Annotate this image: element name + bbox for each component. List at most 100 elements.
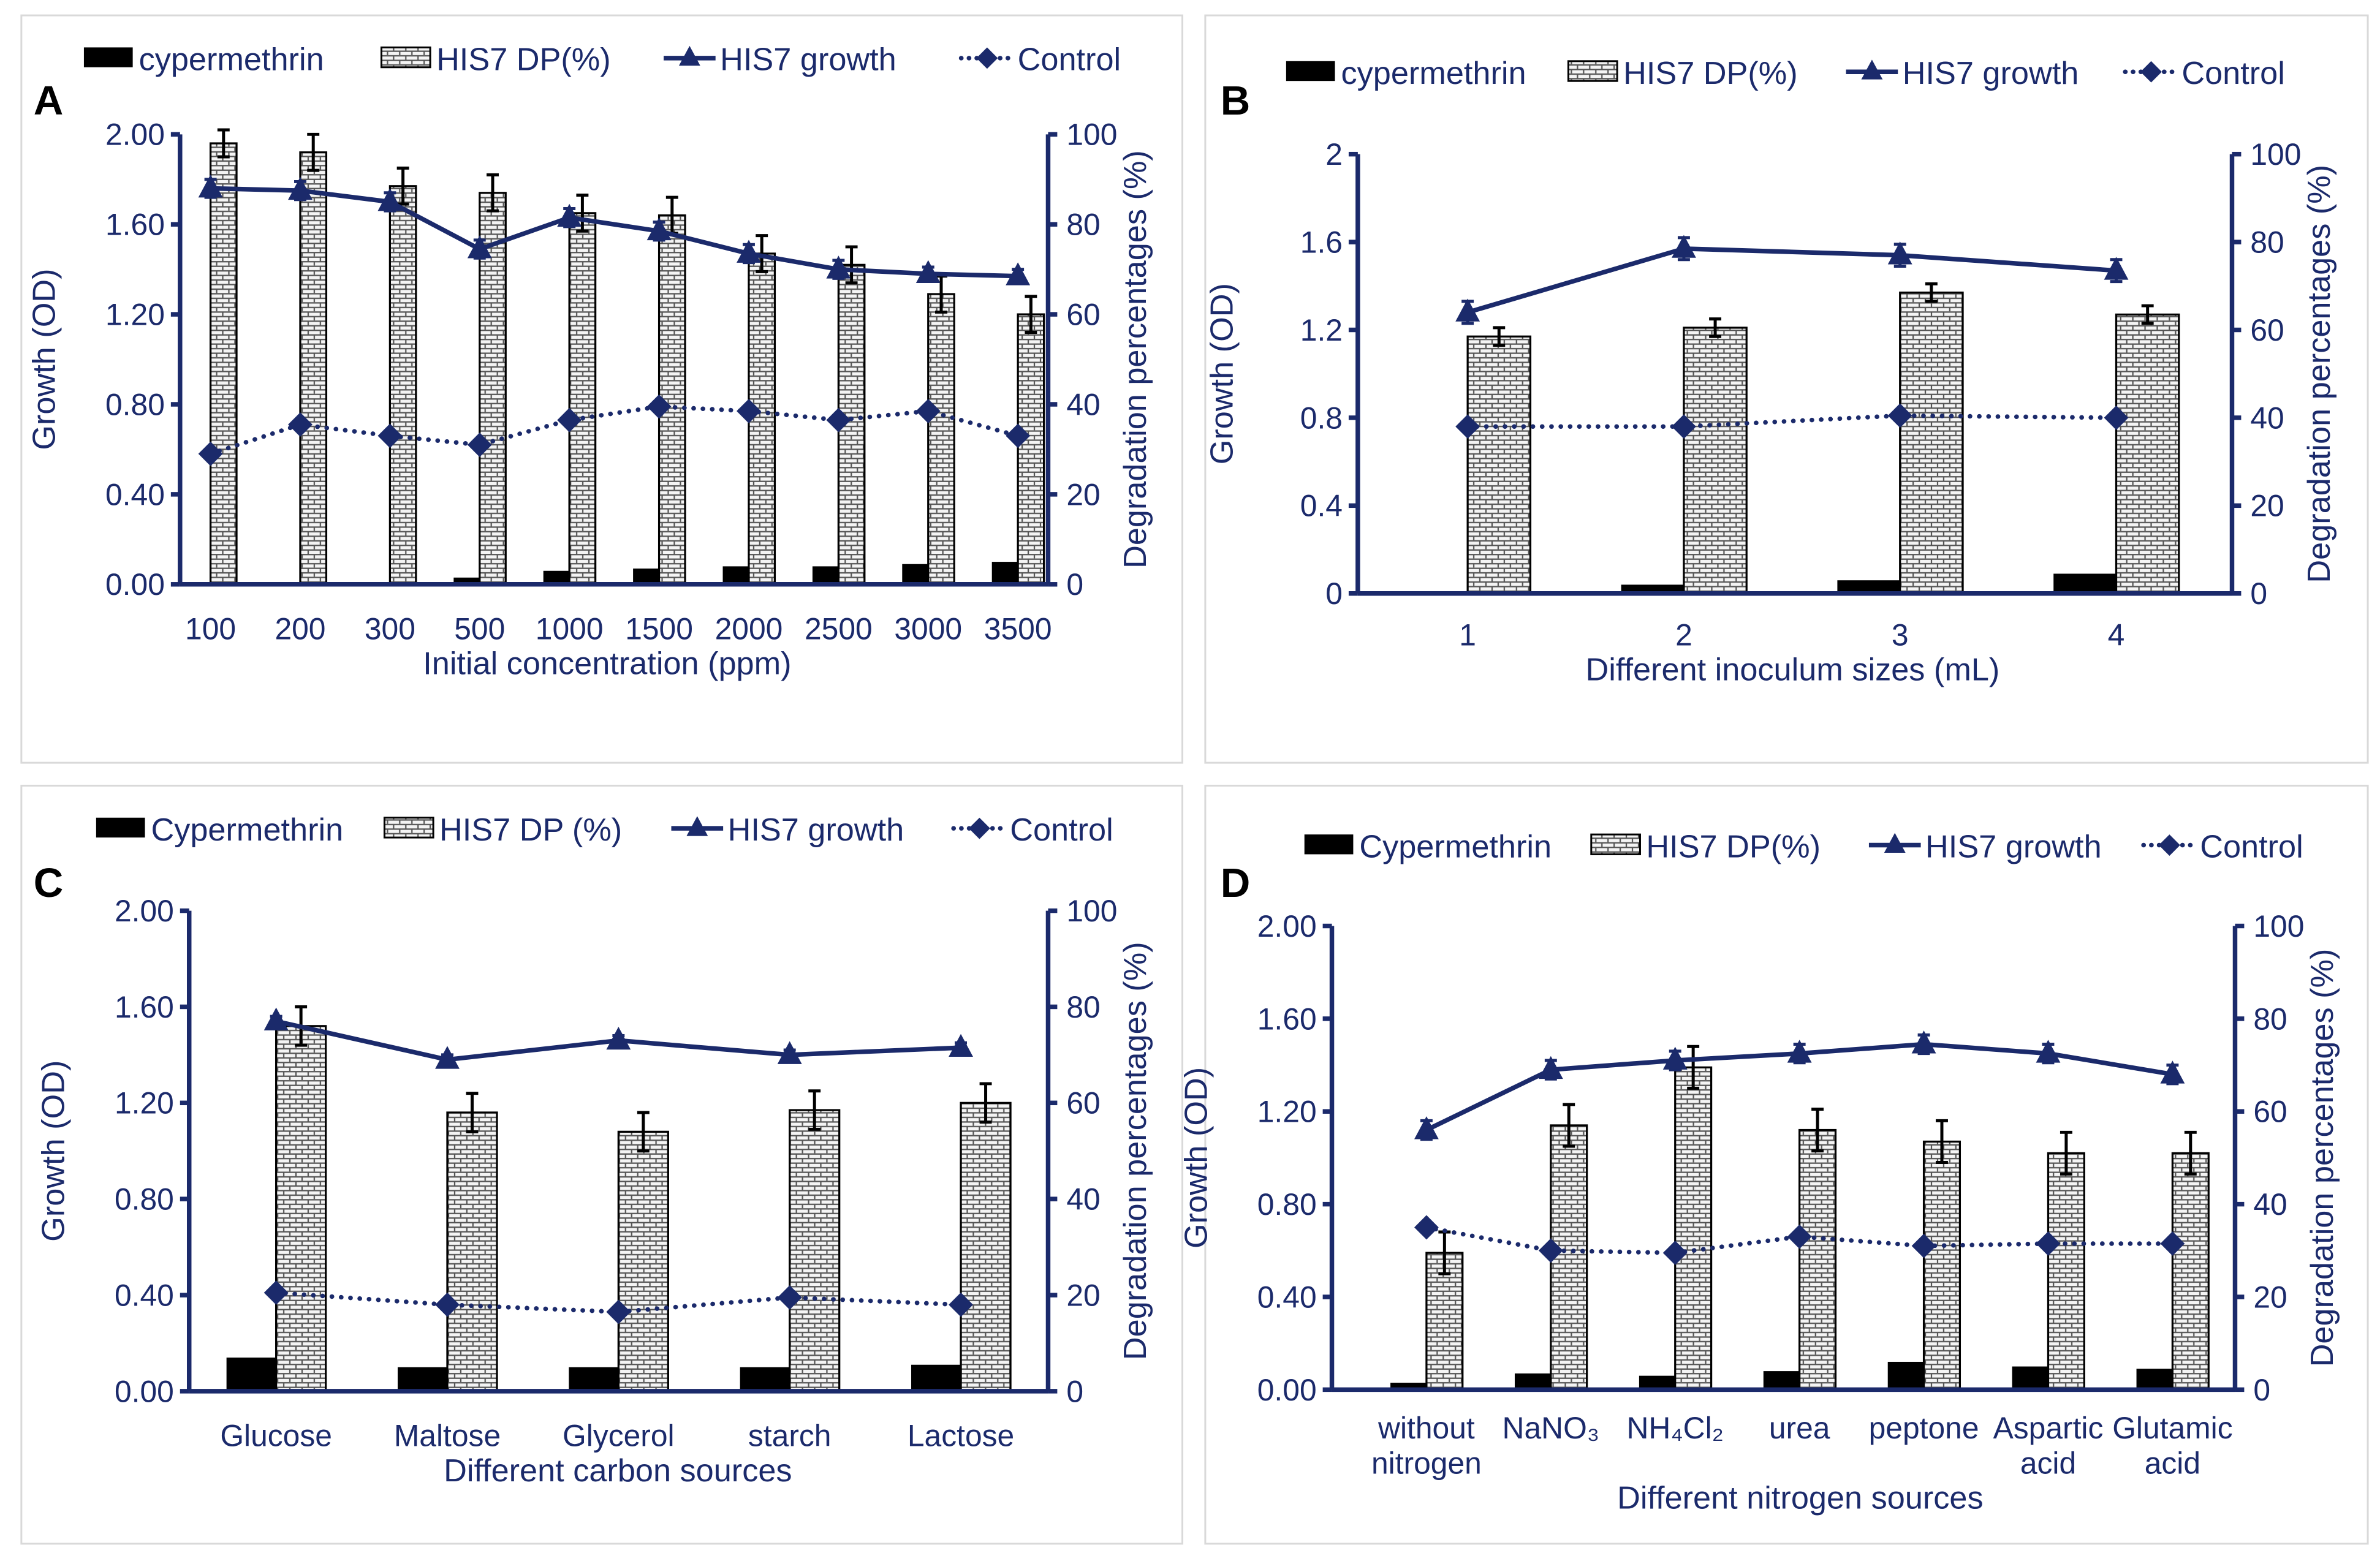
point-growth [2036, 1040, 2061, 1063]
triangle-marker-icon [686, 816, 708, 836]
legend-swatch-dp [383, 817, 434, 839]
bar-dp [209, 142, 238, 586]
x-tick-label: Glucose [220, 1418, 332, 1453]
bar-dp [1798, 1128, 1837, 1391]
x-tick-label: NH₄Cl₂ [1626, 1411, 1724, 1445]
legend-label-control: Control [1010, 812, 1113, 848]
legend-swatch-cypermethrin [96, 817, 145, 838]
x-tick-label: 3 [1892, 618, 1909, 652]
y2-tick-label: 60 [2253, 1095, 2287, 1129]
error-bar-dp [1493, 326, 1506, 347]
point-control [467, 433, 492, 458]
point-control [198, 441, 223, 466]
y2-tick-label: 100 [2250, 137, 2301, 172]
x-axis-title: Different nitrogen sources [1617, 1481, 1984, 1516]
y-tick-label: 0.80 [115, 1182, 174, 1217]
x-tick-label: starch [748, 1418, 832, 1453]
error-bar-dp [307, 132, 320, 172]
point-growth [949, 1033, 973, 1057]
point-growth [557, 203, 582, 227]
y-tick-label: 1.2 [1300, 313, 1343, 347]
error-bar-dp [808, 1089, 821, 1131]
point-control [949, 1292, 973, 1317]
y2-tick-label: 100 [2253, 909, 2304, 943]
y-tick-label: 1.6 [1300, 225, 1343, 260]
y-tick-label: 0.8 [1300, 401, 1343, 435]
error-bar-dp [1687, 1045, 1700, 1090]
y2-tick-label: 20 [2253, 1280, 2287, 1314]
legend-label-growth: HIS7 growth [720, 42, 896, 78]
x-tick-label: 300 [365, 611, 415, 646]
x-tick-label: 2500 [805, 611, 873, 646]
point-growth [1414, 1116, 1439, 1139]
x-tick-label: Glycerol [563, 1418, 675, 1453]
bar-cypermethrin [911, 1364, 961, 1391]
point-growth [467, 235, 492, 259]
bar-dp [1017, 313, 1045, 586]
x-tick-label: 2000 [715, 611, 783, 646]
y-tick-label: 0.80 [105, 387, 165, 421]
point-growth [606, 1026, 631, 1050]
x-tick-label: urea [1769, 1411, 1830, 1445]
y-tick-label: 0.40 [115, 1278, 174, 1312]
point-growth [198, 175, 223, 198]
error-bar-dp [2060, 1130, 2072, 1176]
legend-label-growth: HIS7 growth [1925, 829, 2102, 864]
point-growth [1662, 1046, 1688, 1070]
bar-cypermethrin [1390, 1383, 1427, 1390]
legend-swatch-dp [1590, 833, 1641, 855]
bar-cypermethrin [543, 570, 570, 584]
error-bar-dp [2141, 304, 2154, 325]
line-growth [210, 186, 1018, 279]
error-bar-dp [1925, 282, 1938, 303]
panel-d: D Cypermethrin HIS7 DP(%) HIS7 growth Contro… [1178, 784, 2369, 1545]
error-bar-dp [217, 128, 230, 159]
x-tick-label: Maltose [394, 1418, 501, 1453]
y2-tick-label: 0 [2253, 1373, 2270, 1407]
error-bar-dp [487, 173, 499, 213]
x-tick-label: acid [2020, 1446, 2076, 1480]
x-tick-label: 1000 [536, 611, 604, 646]
point-control [1672, 414, 1696, 439]
bar-cypermethrin [2053, 573, 2117, 594]
point-control [1662, 1241, 1688, 1266]
diamond-marker-icon [2140, 61, 2162, 83]
legend-swatch-dp [1567, 60, 1618, 82]
x-tick-label: 1 [1459, 618, 1476, 652]
panel-frame [1204, 14, 2369, 764]
x-tick-label: 4 [2108, 618, 2125, 652]
bar-dp [1674, 1066, 1713, 1391]
error-bar-dp [1563, 1103, 1575, 1148]
legend-label-control: Control [2181, 56, 2285, 91]
y-tick-label: 0.40 [1257, 1280, 1317, 1314]
bar-dp [2171, 1152, 2210, 1391]
bar-dp [275, 1025, 327, 1392]
legend-label-dp: HIS7 DP(%) [1623, 56, 1798, 91]
y-tick-label: 2.00 [1257, 909, 1317, 943]
point-growth [737, 240, 761, 263]
y2-tick-label: 100 [1066, 118, 1117, 152]
legend-label-cypermethrin: Cypermethrin [1359, 829, 1552, 864]
y-tick-label: 0.00 [105, 567, 165, 602]
x-tick-label: 100 [185, 611, 236, 646]
bar-cypermethrin [2136, 1369, 2173, 1390]
legend-label-dp: HIS7 DP (%) [439, 812, 622, 848]
bar-dp [1466, 335, 1532, 595]
x-tick-label: Aspartic [1993, 1411, 2104, 1445]
error-bar-dp [637, 1111, 650, 1153]
y2-axis-title: Degradation percentages (%) [1118, 942, 1153, 1360]
y-axis-title: Growth (OD) [27, 268, 63, 450]
point-growth [288, 176, 313, 200]
x-tick-label: 3000 [894, 611, 962, 646]
y2-tick-label: 40 [2253, 1187, 2287, 1222]
bar-dp [568, 212, 597, 586]
point-growth [2104, 257, 2129, 280]
panel-label: C [34, 860, 64, 906]
bar-cypermethrin [1639, 1375, 1675, 1390]
point-control [2036, 1231, 2061, 1256]
x-tick-label: nitrogen [1371, 1446, 1482, 1480]
point-control [1887, 403, 1912, 428]
error-bar-dp [1709, 317, 1722, 338]
